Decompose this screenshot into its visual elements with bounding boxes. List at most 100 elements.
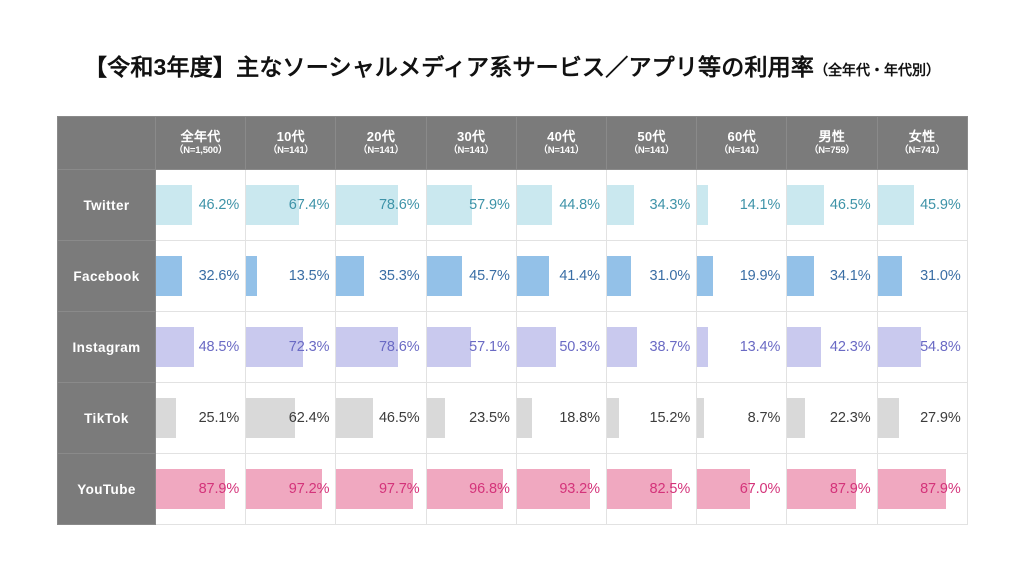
value-bar [697,398,704,438]
value-label: 78.6% [378,197,420,213]
column-header-label: 30代 [456,128,486,144]
value-bar [877,185,914,225]
data-cell: 67.0% [696,453,788,525]
cell-inner: 62.4% [246,383,335,453]
column-header-40代: 40代 （N=141） [515,116,607,170]
cell-inner: 18.8% [516,383,606,453]
value-label: 25.1% [198,410,240,426]
column-header-label: 50代 [637,128,666,144]
column-header-sample-size: （N=141） [267,144,314,156]
value-label: 57.1% [469,339,510,355]
value-bar [516,256,550,296]
value-bar [606,398,619,438]
value-bar [606,185,634,225]
value-bar [156,185,193,225]
table-row: Instagram 48.5% 72.3% 78.6% 57.1% 50.3% 38.7% 1… [57,311,968,383]
column-header-sample-size: （N=141） [718,144,765,156]
cell-inner: 44.8% [516,170,606,240]
data-cell: 19.9% [696,240,788,312]
value-bar [426,469,503,509]
value-label: 44.8% [559,197,600,213]
value-bar [516,327,557,367]
column-header-10代: 10代 （N=141） [245,116,337,170]
value-bar [336,469,414,509]
data-cell: 87.9% [876,453,968,525]
column-header-sample-size: （N=141） [538,144,585,156]
data-cell: 13.4% [696,311,788,383]
row-label-tiktok: TikTok [57,382,156,454]
value-label: 35.3% [378,268,420,284]
column-header-label: 60代 [727,128,756,144]
cell-inner: 78.6% [336,312,425,382]
data-cell: 46.2% [154,169,247,241]
cell-inner: 38.7% [606,312,696,382]
column-header-全年代: 全年代 （N=1,500） [154,116,247,170]
value-label: 18.8% [559,410,600,426]
cell-inner: 42.3% [787,312,876,382]
value-label: 19.9% [739,268,781,284]
value-label: 13.5% [288,268,330,284]
column-header-20代: 20代 （N=141） [335,116,427,170]
cell-inner: 45.7% [426,241,516,311]
cell-inner: 82.5% [606,454,696,524]
data-cell: 62.4% [245,382,337,454]
value-label: 93.2% [559,481,600,497]
value-bar [877,469,947,509]
value-label: 46.5% [378,410,420,426]
value-bar [246,469,323,509]
cell-inner: 22.3% [787,383,876,453]
cell-inner: 87.9% [156,454,245,524]
data-cell: 72.3% [245,311,337,383]
value-label: 13.4% [739,339,781,355]
data-cell: 57.1% [425,311,517,383]
cell-inner: 45.9% [877,170,967,240]
value-bar [787,398,805,438]
data-cell: 46.5% [335,382,427,454]
column-header-label: 10代 [276,128,305,144]
cell-inner: 78.6% [336,170,425,240]
table-header-row: 全年代 （N=1,500） 10代 （N=141） 20代 （N=141） 30代 （N=14… [57,116,968,170]
cell-inner: 31.0% [877,241,967,311]
value-label: 96.8% [469,481,510,497]
cell-inner: 93.2% [516,454,606,524]
value-label: 87.9% [198,481,240,497]
value-label: 45.9% [920,197,961,213]
value-label: 45.7% [469,268,510,284]
value-label: 8.7% [747,410,781,426]
value-label: 22.3% [829,410,871,426]
data-cell: 31.0% [605,240,698,312]
value-label: 32.6% [198,268,240,284]
value-bar [787,256,815,296]
data-cell: 87.9% [154,453,247,525]
data-cell: 82.5% [605,453,698,525]
value-bar [697,327,708,367]
value-label: 23.5% [469,410,510,426]
value-bar [246,256,257,296]
data-cell: 54.8% [876,311,968,383]
cell-inner: 57.1% [426,312,516,382]
value-bar [516,469,590,509]
column-header-sample-size: （N=759） [808,144,855,156]
table-row: Twitter 46.2% 67.4% 78.6% 57.9% 44.8% 34.3% 14.… [57,169,968,241]
column-header-男性: 男性 （N=759） [786,116,878,170]
value-label: 87.9% [920,481,961,497]
row-label-facebook: Facebook [57,240,156,312]
value-bar [877,398,900,438]
column-header-label: 40代 [547,128,576,144]
cell-inner: 19.9% [697,241,786,311]
value-bar [606,469,672,509]
data-cell: 32.6% [154,240,247,312]
cell-inner: 50.3% [516,312,606,382]
data-cell: 23.5% [425,382,517,454]
cell-inner: 57.9% [426,170,516,240]
value-label: 31.0% [920,268,961,284]
data-cell: 46.5% [786,169,878,241]
page-title-sub: （全年代・年代別） [814,62,941,78]
value-label: 38.7% [649,339,691,355]
value-label: 15.2% [649,410,691,426]
value-label: 67.0% [739,481,781,497]
value-bar [516,185,552,225]
value-bar [787,327,821,367]
column-header-sample-size: （N=141） [628,144,675,156]
